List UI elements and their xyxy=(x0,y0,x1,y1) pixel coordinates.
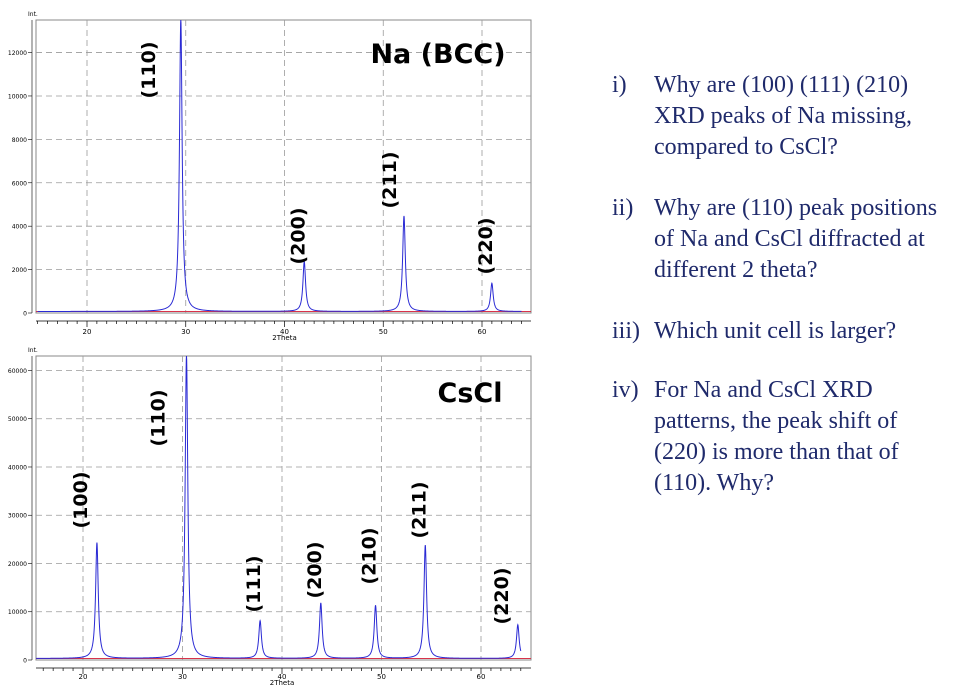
question-3: iii) Which unit cell is larger? xyxy=(612,316,952,347)
question-3-number: iii) xyxy=(612,318,640,344)
peak-label: (220) xyxy=(491,567,513,624)
x-tick-label: 20 xyxy=(83,328,92,336)
x-axis-title: 2Theta xyxy=(272,334,297,342)
chart-1: 20 30 40 50 60 2Theta 0 2000 4000 6000 8000 10000 12… xyxy=(8,11,532,342)
peak-label: (210) xyxy=(359,527,381,584)
x-tick-label: 40 xyxy=(280,328,289,336)
xrd-pattern-line xyxy=(37,19,522,312)
y-tick-label: 10000 xyxy=(8,93,27,100)
y-tick-label: 40000 xyxy=(8,464,27,471)
peak-label: (211) xyxy=(379,151,401,208)
peak-label: (111) xyxy=(243,555,265,612)
xrd-charts: 20 30 40 50 60 2Theta 0 2000 4000 6000 8000 10000 12… xyxy=(8,11,532,687)
peak-label: (200) xyxy=(287,207,309,264)
y-tick-label: 2000 xyxy=(12,267,27,274)
question-1-text: Why are (100) (111) (210) XRD peaks of N… xyxy=(654,72,912,160)
y-tick-label: 0 xyxy=(23,658,27,665)
x-tick-label: 20 xyxy=(79,673,88,681)
x-tick-label: 50 xyxy=(379,328,388,336)
y-tick-label: 10000 xyxy=(8,609,27,616)
question-1: i) Why are (100) (111) (210) XRD peaks o… xyxy=(612,70,952,163)
x-tick-label: 30 xyxy=(181,328,190,336)
question-4-text: For Na and CsCl XRD patterns, the peak s… xyxy=(654,377,899,496)
peak-label: (110) xyxy=(148,389,170,446)
peak-label: (100) xyxy=(70,471,92,528)
y-tick-label: 6000 xyxy=(12,180,27,187)
y-tick-label: 0 xyxy=(23,311,27,318)
x-tick-label: 30 xyxy=(178,673,187,681)
x-tick-label: 40 xyxy=(278,673,287,681)
y-axis-title: Int. xyxy=(28,347,38,354)
question-4-number: iv) xyxy=(612,377,639,403)
peak-label: (211) xyxy=(408,481,430,538)
peak-label: (200) xyxy=(304,541,326,598)
y-tick-label: 20000 xyxy=(8,561,27,568)
x-tick-label: 60 xyxy=(478,328,487,336)
question-2-number: ii) xyxy=(612,195,634,221)
peak-label: (110) xyxy=(138,41,160,98)
question-3-text: Which unit cell is larger? xyxy=(654,318,897,344)
chart-title: CsCl xyxy=(438,378,503,409)
question-1-number: i) xyxy=(612,72,627,98)
y-tick-label: 8000 xyxy=(12,137,27,144)
x-tick-label: 60 xyxy=(477,673,486,681)
x-axis-title: 2Theta xyxy=(270,679,295,687)
question-2: ii) Why are (110) peak positions of Na a… xyxy=(612,193,952,286)
y-tick-label: 30000 xyxy=(8,513,27,520)
plot-frame xyxy=(35,19,532,314)
chart-title: Na (BCC) xyxy=(370,39,505,70)
question-4: iv) For Na and CsCl XRD patterns, the pe… xyxy=(612,375,952,499)
chart-2: 20 30 40 50 60 2Theta 0 10000 20000 30000 40000 500… xyxy=(8,347,532,687)
questions-panel: i) Why are (100) (111) (210) XRD peaks o… xyxy=(612,70,952,529)
y-tick-label: 12000 xyxy=(8,50,27,57)
xrd-pattern-line xyxy=(36,355,522,659)
question-2-text: Why are (110) peak positions of Na and C… xyxy=(654,195,938,283)
peak-label: (220) xyxy=(475,217,497,274)
y-tick-label: 4000 xyxy=(12,224,27,231)
y-tick-label: 50000 xyxy=(8,416,27,423)
y-axis-title: Int. xyxy=(28,11,38,18)
y-tick-label: 60000 xyxy=(8,368,27,375)
x-tick-label: 50 xyxy=(377,673,386,681)
plot-frame xyxy=(35,355,532,661)
